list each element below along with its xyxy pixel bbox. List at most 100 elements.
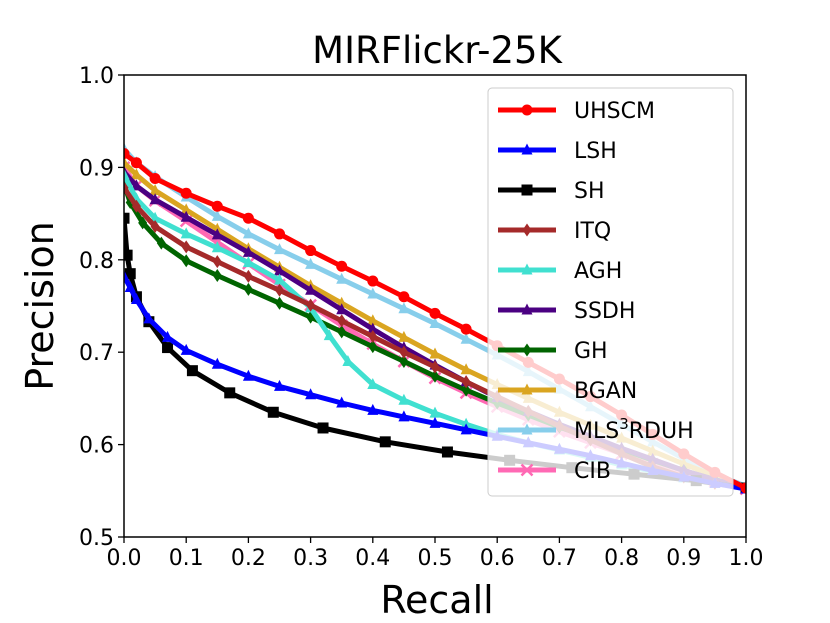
legend-entry-gh: GH bbox=[498, 339, 608, 364]
data-point-ssdh bbox=[274, 264, 285, 276]
data-point-ssdh bbox=[305, 283, 317, 295]
data-point-gh bbox=[430, 369, 440, 383]
data-point-mls3rduh bbox=[367, 287, 379, 299]
data-point-mls3rduh bbox=[398, 302, 410, 314]
y-tick-label: 1.0 bbox=[79, 64, 114, 89]
data-point-mls3rduh bbox=[305, 257, 317, 269]
data-point-ssdh bbox=[130, 179, 142, 191]
data-point-gh bbox=[156, 236, 166, 250]
ticks-layer: 0.0 0.1 0.2 0.3 0.4 0.5 0.6 0.7 0.8 0.9 1.0 0.5 0.6 0… bbox=[79, 64, 764, 571]
data-point-uhscm bbox=[305, 245, 317, 257]
data-point-gh bbox=[243, 282, 253, 296]
data-point-uhscm bbox=[740, 482, 746, 494]
legend-marker-uhscm bbox=[521, 104, 533, 116]
legend-label-gh: GH bbox=[574, 339, 608, 364]
data-point-uhscm bbox=[180, 187, 192, 199]
y-tick-label: 0.6 bbox=[79, 434, 114, 459]
data-point-itq bbox=[430, 360, 440, 374]
legend-entry-agh: AGH bbox=[498, 259, 622, 284]
data-point-itq bbox=[131, 199, 141, 213]
chart-title: MIRFlickr-25K bbox=[312, 29, 563, 72]
data-point-agh bbox=[429, 406, 441, 418]
legend-label-sh: SH bbox=[574, 179, 605, 204]
data-point-agh bbox=[242, 256, 254, 268]
legend-entry-lsh: LSH bbox=[498, 139, 617, 164]
data-point-ssdh bbox=[242, 245, 254, 257]
data-point-uhscm bbox=[460, 323, 472, 335]
data-point-itq bbox=[368, 329, 378, 343]
data-point-mls3rduh bbox=[274, 243, 285, 255]
y-axis-label: Precision bbox=[18, 221, 62, 391]
x-tick-label: 0.3 bbox=[293, 546, 328, 571]
data-point-agh bbox=[367, 378, 379, 390]
legend-label-bgan: BGAN bbox=[574, 379, 637, 404]
legend-entry-uhscm: UHSCM bbox=[498, 99, 655, 124]
data-point-ssdh bbox=[180, 210, 192, 222]
x-tick-label: 0.1 bbox=[169, 546, 204, 571]
data-point-lsh bbox=[460, 423, 472, 435]
data-point-sh bbox=[162, 342, 174, 354]
x-tick-label: 0.4 bbox=[355, 546, 390, 571]
data-point-mls3rduh bbox=[460, 332, 472, 344]
legend-marker-bgan bbox=[521, 383, 533, 395]
data-point-uhscm bbox=[124, 148, 130, 160]
legend-marker-cib bbox=[520, 463, 534, 477]
legend-label-itq: ITQ bbox=[574, 219, 611, 244]
data-point-sh bbox=[124, 268, 136, 280]
data-point-lsh bbox=[124, 281, 136, 293]
data-point-lsh bbox=[180, 343, 192, 355]
legend-entry-cib: CIB bbox=[498, 459, 611, 484]
data-point-sh bbox=[124, 249, 133, 261]
legend-label-cib: CIB bbox=[574, 459, 611, 484]
data-point-uhscm bbox=[274, 228, 285, 240]
legend-marker-lsh bbox=[521, 143, 533, 155]
data-point-bgan bbox=[336, 296, 348, 308]
y-tick-label: 0.5 bbox=[79, 526, 114, 551]
data-point-uhscm bbox=[336, 260, 348, 272]
data-point-bgan bbox=[398, 330, 410, 342]
data-point-agh bbox=[342, 354, 354, 366]
data-point-ssdh bbox=[367, 322, 379, 334]
data-point-itq bbox=[275, 283, 284, 297]
data-point-agh bbox=[398, 393, 410, 405]
x-tick-label: 0.7 bbox=[542, 546, 577, 571]
data-point-uhscm bbox=[429, 307, 441, 319]
data-point-uhscm bbox=[242, 212, 254, 224]
data-point-bgan bbox=[180, 203, 192, 215]
data-point-ssdh bbox=[336, 303, 348, 315]
data-point-bgan bbox=[124, 156, 130, 168]
legend-marker-agh bbox=[521, 263, 533, 275]
data-point-lsh bbox=[274, 379, 285, 391]
data-point-agh bbox=[274, 273, 285, 285]
data-point-gh bbox=[181, 254, 191, 268]
legend-entry-bgan: BGAN bbox=[498, 379, 637, 404]
data-point-uhscm bbox=[130, 157, 142, 169]
x-tick-label: 0.9 bbox=[666, 546, 701, 571]
data-point-bgan bbox=[149, 184, 161, 195]
x-axis-label: Recall bbox=[380, 578, 493, 622]
data-point-ssdh bbox=[149, 193, 161, 205]
data-point-gh bbox=[399, 354, 409, 368]
data-point-lsh bbox=[143, 312, 155, 324]
data-point-bgan bbox=[130, 168, 142, 180]
data-point-gh bbox=[368, 340, 378, 354]
data-point-agh bbox=[211, 241, 223, 253]
data-point-agh bbox=[124, 168, 130, 180]
legend-entry-ssdh: SSDH bbox=[498, 299, 635, 324]
data-point-mls3rduh bbox=[336, 272, 348, 284]
data-point-sh bbox=[224, 387, 236, 399]
data-point-lsh bbox=[336, 396, 348, 408]
legend-label-agh: AGH bbox=[574, 259, 622, 284]
legend-label-ssdh: SSDH bbox=[574, 299, 635, 324]
data-point-itq bbox=[306, 298, 316, 312]
legend-label-uhscm: UHSCM bbox=[574, 99, 655, 124]
y-tick-label: 0.8 bbox=[79, 249, 114, 274]
data-point-agh bbox=[323, 329, 335, 341]
data-point-mls3rduh bbox=[429, 317, 441, 329]
data-point-itq bbox=[461, 375, 471, 389]
data-point-itq bbox=[337, 314, 347, 328]
data-point-lsh bbox=[398, 410, 410, 422]
x-tick-label: 0.6 bbox=[480, 546, 515, 571]
legend-marker-itq bbox=[522, 223, 532, 237]
data-point-lsh bbox=[124, 269, 130, 281]
